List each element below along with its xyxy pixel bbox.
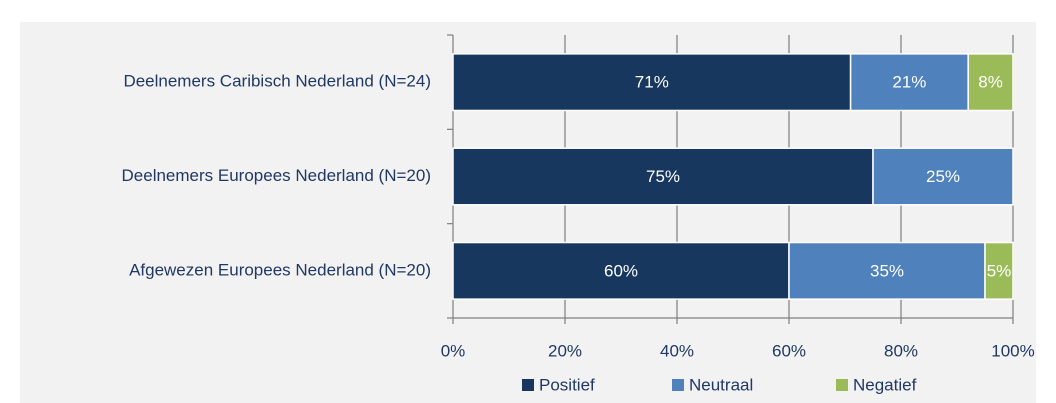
x-tick-label: 40% (660, 341, 694, 360)
x-tick-label: 100% (991, 341, 1034, 360)
legend-swatch (672, 379, 684, 391)
legend-label: Negatief (853, 375, 917, 394)
data-label: 8% (978, 73, 1003, 92)
data-label: 60% (604, 261, 638, 280)
bar-segment (452, 241, 790, 300)
bar-segment (967, 53, 1014, 112)
data-label: 25% (926, 167, 960, 186)
x-tick-label: 80% (884, 341, 918, 360)
legend-label: Neutraal (689, 375, 753, 394)
legend-swatch (836, 379, 848, 391)
y-tick-label: Deelnemers Europees Nederland (N=20) (122, 166, 431, 185)
bar-segment (849, 53, 969, 112)
x-tick-label: 60% (772, 341, 806, 360)
data-label: 35% (870, 261, 904, 280)
y-tick-label: Afgewezen Europees Nederland (N=20) (129, 260, 431, 279)
data-label: 5% (987, 261, 1012, 280)
data-label: 21% (892, 73, 926, 92)
legend-label: Positief (539, 375, 595, 394)
y-tick-label: Deelnemers Caribisch Nederland (N=24) (123, 72, 431, 91)
x-tick-label: 0% (441, 341, 466, 360)
x-tick-label: 20% (548, 341, 582, 360)
bar-segment (872, 147, 1014, 206)
data-label: 75% (646, 167, 680, 186)
bar-segment (452, 53, 852, 112)
data-label: 71% (635, 73, 669, 92)
bar-segment (984, 241, 1014, 300)
legend-swatch (522, 379, 534, 391)
